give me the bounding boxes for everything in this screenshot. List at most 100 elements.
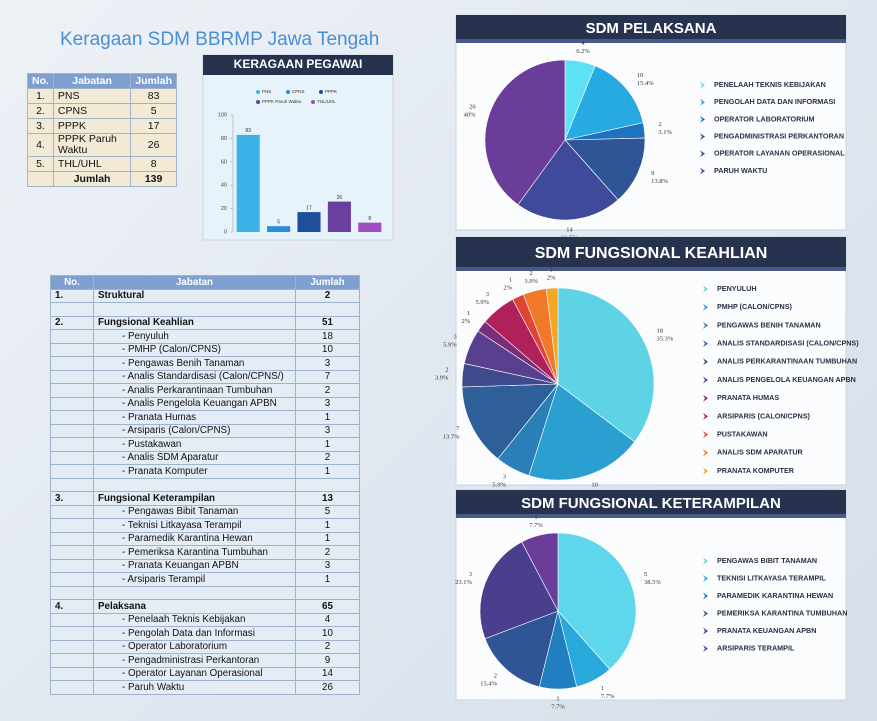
table-cell (50, 558, 94, 573)
legend-marker (703, 645, 708, 652)
slice-count: 2 (494, 672, 497, 679)
item-label: - Pustakawan (93, 437, 296, 452)
item-value: 1 (295, 518, 360, 533)
item-row: - Analis Pengelola Keuangan APBN 3 (50, 396, 360, 411)
pie-slice (484, 610, 559, 688)
item-value: 7 (295, 369, 360, 384)
table-cell (50, 666, 94, 681)
item-value: 4 (295, 612, 360, 627)
legend-swatch (286, 90, 290, 94)
legend-swatch (311, 100, 315, 104)
item-value: 2 (295, 639, 360, 654)
table-cell: 2. (27, 103, 54, 119)
item-row: - Analis Perkarantinaan Tumbuhan 2 (50, 383, 360, 398)
item-label: - Paruh Waktu (93, 680, 296, 695)
item-label: - Teknisi Litkayasa Terampil (93, 518, 296, 533)
item-label: - Penyuluh (93, 329, 296, 344)
slice-count: 2 (530, 270, 533, 277)
table-cell: 8 (130, 156, 177, 172)
item-label: - Arsiparis Terampil (93, 572, 296, 587)
legend-label: PENELAAH TEKNIS KEBIJAKAN (714, 80, 826, 89)
item-label: - Pengolah Data dan Informasi (93, 626, 296, 641)
group-row: 2. Fungsional Keahlian 51 (50, 315, 360, 330)
panel-header-strip (456, 267, 846, 271)
group-row: 1. Struktural 2 (50, 288, 360, 303)
item-row: - Analis SDM Aparatur 2 (50, 450, 360, 465)
item-label: - Operator Layanan Operasional (93, 666, 296, 681)
group-no: 4. (50, 599, 94, 614)
slice-percent: 35.3% (656, 335, 673, 342)
slice-count: 1 (467, 310, 470, 317)
panel-title: SDM FUNGSIONAL KEAHLIAN (535, 245, 768, 262)
table-cell: 83 (130, 88, 177, 104)
value-label: 26 (337, 195, 343, 201)
item-row: - PMHP (Calon/CPNS) 10 (50, 342, 360, 357)
slice-count: 3 (469, 571, 472, 578)
table-cell (50, 302, 94, 317)
table-row: 4. PPPK Paruh Waktu 26 (27, 133, 177, 157)
legend-marker (700, 133, 705, 141)
slice-count: 18 (656, 327, 663, 334)
table-cell: PPPK Paruh Waktu (52, 133, 132, 157)
slice-count: 3 (503, 473, 506, 480)
legend-label: PEMERIKSA KARANTINA TUMBUHAN (717, 608, 847, 617)
table-cell (50, 477, 94, 492)
table-row: 5. THL/UHL 8 (27, 156, 177, 172)
table-cell (50, 626, 94, 641)
item-row: - Pengadministrasi Perkantoran 9 (50, 653, 360, 668)
panel-header (456, 15, 846, 43)
table-cell (27, 171, 54, 187)
item-value: 1 (295, 531, 360, 546)
legend-label: PENGOLAH DATA DAN INFORMASI (714, 97, 835, 106)
item-row: - Teknisi Litkayasa Terampil 1 (50, 518, 360, 533)
bar (297, 212, 321, 232)
slice-count: 1 (534, 514, 537, 521)
table-row: 3. PPPK 17 (27, 118, 177, 134)
slice-percent: 15.4% (480, 680, 497, 687)
slice-count: 4 (581, 40, 585, 47)
item-value: 2 (295, 383, 360, 398)
item-label: - Pranata Keuangan APBN (93, 558, 296, 573)
group-total: 51 (295, 315, 360, 330)
item-value: 2 (295, 450, 360, 465)
legend-marker (703, 557, 708, 565)
slice-count: 1 (556, 695, 559, 702)
item-value: 3 (295, 396, 360, 411)
item-row: - Penelaah Teknis Kebijakan 4 (50, 612, 360, 627)
legend-label: CPNS (292, 89, 305, 94)
item-row: - Pengawas Benih Tanaman 3 (50, 356, 360, 371)
item-value: 14 (295, 666, 360, 681)
value-label: 8 (368, 216, 371, 222)
y-tick-label: 20 (221, 206, 227, 212)
value-label: 17 (306, 205, 312, 211)
item-value: 3 (295, 423, 360, 438)
pie-slice (517, 139, 619, 221)
slice-percent: 13.8% (651, 178, 668, 185)
group-total: 13 (295, 491, 360, 506)
legend-label: PENGADMINISTRASI PERKANTORAN (714, 132, 844, 141)
item-label: - Penelaah Teknis Kebijakan (93, 612, 296, 627)
header-cell: Jumlah (130, 73, 177, 89)
header-row: No. Jabatan Jumlah (50, 275, 360, 290)
legend-label: TEKNISI LITKAYASA TERAMPIL (717, 573, 826, 582)
slice-percent: 7.7% (551, 703, 565, 710)
item-row: - Operator Laboratorium 2 (50, 639, 360, 654)
legend-label: PENGAWAS BENIH TANAMAN (717, 320, 821, 329)
item-value: 26 (295, 680, 360, 695)
pie-slice (557, 287, 655, 443)
legend-label: OPERATOR LABORATORIUM (714, 114, 815, 123)
slice-count: 10 (637, 72, 644, 79)
y-tick-label: 40 (221, 183, 227, 189)
panel-header (456, 237, 846, 271)
slice-percent: 3.1% (658, 129, 672, 136)
legend-label: PUSTAKAWAN (717, 430, 768, 439)
slice-percent: 2% (547, 275, 556, 282)
slice-count: 3 (486, 291, 489, 298)
group-total: 2 (295, 288, 360, 303)
bar (267, 226, 291, 232)
table-cell (295, 477, 360, 492)
item-value: 1 (295, 410, 360, 425)
item-row: - Pemeriksa Karantina Tumbuhan 2 (50, 545, 360, 560)
slice-percent: 5.9% (492, 481, 506, 488)
